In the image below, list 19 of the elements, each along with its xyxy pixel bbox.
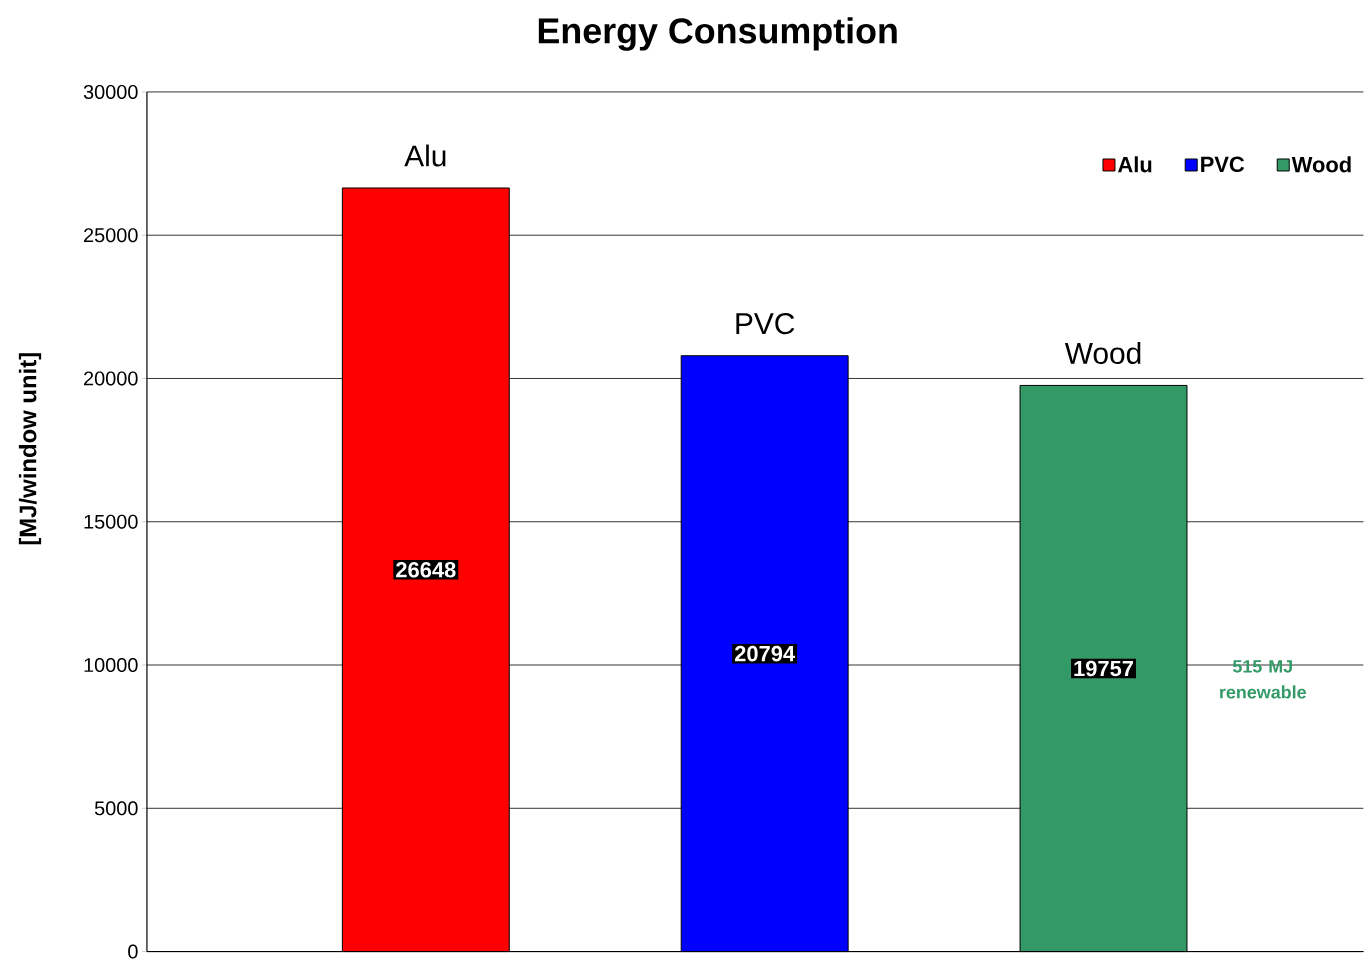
text: Alu — [404, 144, 446, 167]
y-tick-label: 15000 — [84, 514, 138, 530]
y-tick-label: 25000 — [84, 228, 138, 243]
y-tick-label: 30000 — [83, 85, 138, 100]
y-axis-title: [MJ/window unit] — [18, 353, 42, 545]
data-label: 20794 — [734, 646, 795, 662]
annotation: 515 MJ renewable — [1220, 660, 1306, 699]
legend-label: Alu — [1118, 156, 1152, 173]
y-tick-label: 10000 — [84, 658, 138, 673]
legend-label: Wood — [1291, 156, 1351, 173]
y-tick-label: 0 — [128, 944, 138, 959]
chart-title: Energy Consumption — [538, 17, 897, 51]
y-tick-label: 5000 — [94, 801, 138, 816]
y-tick-label: 20000 — [84, 371, 138, 386]
text: Wood — [1064, 342, 1141, 365]
data-label: 26648 — [396, 562, 456, 578]
legend-label: PVC — [1201, 156, 1245, 173]
text: PVC — [736, 313, 795, 335]
data-label: 19757 — [1074, 660, 1133, 677]
